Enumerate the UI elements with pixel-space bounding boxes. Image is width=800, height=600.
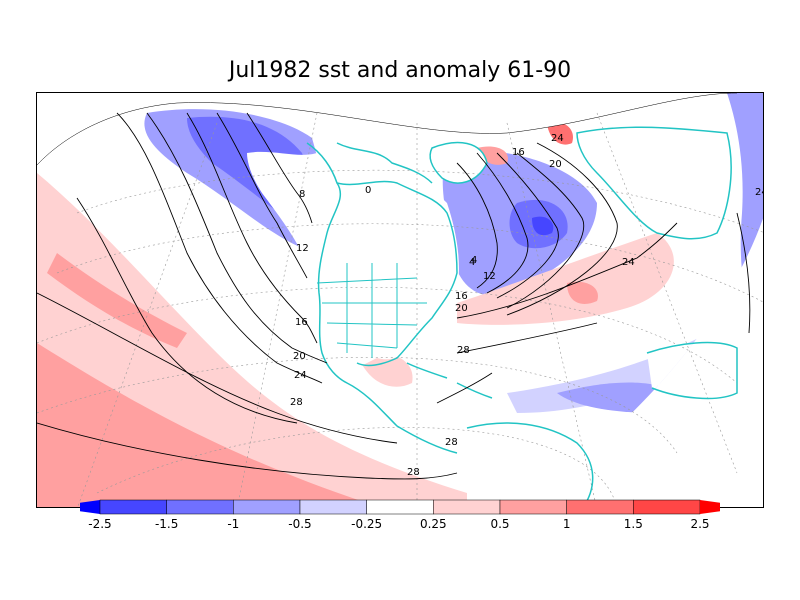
colorbar-tick-label: -0.5 (288, 517, 311, 531)
colorbar-segment (566, 499, 634, 515)
greenland-land (430, 142, 487, 183)
contour-label: 28 (290, 397, 303, 408)
contour-label: 24 (551, 133, 564, 144)
colorbar-segment (166, 499, 234, 515)
contour-labels: 8 12 16 20 24 28 0 4 4 12 20 16 16 24 20… (290, 133, 764, 478)
contour-label: 16 (295, 317, 308, 328)
contour-label: 24 (755, 187, 764, 198)
africa-land (647, 342, 737, 399)
contour-label: 4 (471, 255, 477, 266)
colorbar: -2.5 -1.5 -1 -0.5 -0.25 0.25 0.5 1 1.5 2.5 (80, 499, 720, 531)
europe-africa-land (577, 127, 732, 239)
colorbar-tick-label: -1.5 (155, 517, 178, 531)
colorbar-segment (433, 499, 501, 515)
contour-label: 20 (455, 303, 468, 314)
contour-label: 28 (407, 467, 420, 478)
contour-label: 16 (455, 291, 468, 302)
map-boundary (37, 93, 738, 166)
north-america-land (247, 148, 459, 383)
colorbar-arrow-high (700, 500, 720, 514)
contour-label: 12 (483, 271, 496, 282)
anomaly-region-atlantic-warm (457, 233, 674, 325)
colorbar-segment (499, 499, 567, 515)
colorbar-tick-label: 1.5 (624, 517, 643, 531)
colorbar-segment (299, 499, 367, 515)
contour-label: 4 (469, 257, 475, 268)
chart-title: Jul1982 sst and anomaly 61-90 (228, 58, 572, 83)
contour-label: 8 (299, 189, 305, 200)
anomaly-region-eastatlantic-cold (507, 323, 737, 413)
contour-label: 24 (294, 370, 307, 381)
anomaly-region-labrador-warm (477, 146, 508, 165)
colorbar-tick-label: 2.5 (690, 517, 709, 531)
colorbar-segment (633, 499, 701, 515)
anomaly-region-greenland-warm (547, 121, 573, 145)
anomaly-region-pacific-warm-strong (37, 343, 367, 507)
anomaly-region-pacific-warm-stripe (47, 253, 187, 348)
contour-label: 20 (549, 159, 562, 170)
colorbar-tick-label: -2.5 (88, 517, 111, 531)
colorbar-tick-label: 0.25 (420, 517, 447, 531)
map-svg: 8 12 16 20 24 28 0 4 4 12 20 16 16 24 20… (37, 93, 764, 507)
colorbar-tick-label: 1 (563, 517, 571, 531)
colorbar-tick-label: -1 (227, 517, 239, 531)
contour-label: 16 (512, 147, 525, 158)
colorbar-segment (366, 499, 434, 515)
colorbar-tick-label: -0.25 (351, 517, 382, 531)
central-america-land (337, 383, 457, 463)
anomaly-region-atlantic-cold-core (532, 216, 554, 236)
contour-label: 12 (296, 243, 309, 254)
colorbar-segment (99, 499, 167, 515)
colorbar-segment (233, 499, 301, 515)
coastlines (306, 126, 738, 507)
contour-label: 28 (457, 345, 470, 356)
map-panel: 8 12 16 20 24 28 0 4 4 12 20 16 16 24 20… (36, 92, 764, 508)
contour-label: 28 (445, 437, 458, 448)
contour-label: 0 (365, 185, 371, 196)
colorbar-tick-label: 0.5 (490, 517, 509, 531)
anomaly-region-atlantic-warm-strong (567, 281, 598, 304)
colorbar-arrow-low (80, 500, 100, 514)
sst-contours (37, 112, 751, 480)
contour-label: 24 (622, 257, 635, 268)
contour-label: 20 (293, 351, 306, 362)
